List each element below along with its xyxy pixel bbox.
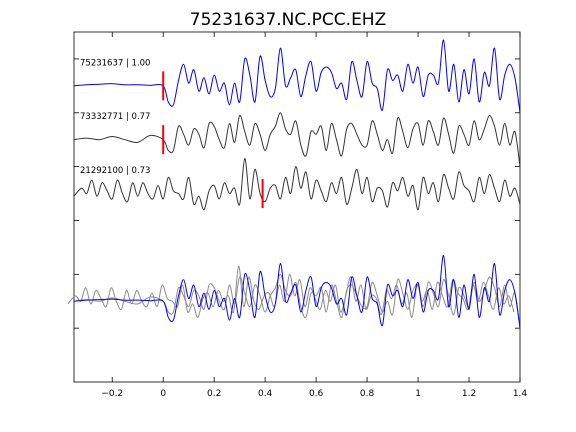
axes-frame: [73, 31, 521, 383]
y-ticks: [74, 58, 520, 329]
overlay-group: [67, 254, 521, 329]
pick-markers: [162, 71, 264, 209]
x-tick-label: 0.6: [309, 389, 324, 399]
waveform-trace-1: [73, 39, 521, 113]
x-tick-label: −0.2: [101, 389, 123, 399]
trace-label-1: 75231637 | 1.00: [80, 58, 150, 68]
overlay-trace-reference: [73, 254, 521, 329]
x-tick-label: 1: [415, 389, 421, 399]
chart-title: 75231637.NC.PCC.EHZ: [190, 10, 387, 30]
x-tick-label: 0: [160, 389, 166, 399]
x-tick-label: 0.8: [360, 389, 375, 399]
waveform-trace-3: [73, 158, 521, 211]
x-tick-label: 1.2: [462, 389, 476, 399]
trace-label-3: 21292100 | 0.73: [80, 166, 150, 176]
trace-group: [73, 39, 521, 211]
x-tick-label: 0.4: [258, 389, 273, 399]
overlay-trace-2: [73, 273, 521, 329]
trace-label-2: 73332771 | 0.77: [80, 112, 150, 122]
waveform-trace-2: [73, 112, 521, 167]
x-tick-label: 0.2: [207, 389, 221, 399]
trace-labels: 75231637 | 1.00 73332771 | 0.77 21292100 |…: [80, 58, 150, 176]
x-ticks: −0.2 0 0.2 0.4 0.6 0.8 1 1.2 1.4: [101, 32, 527, 399]
x-tick-label: 1.4: [513, 389, 528, 399]
